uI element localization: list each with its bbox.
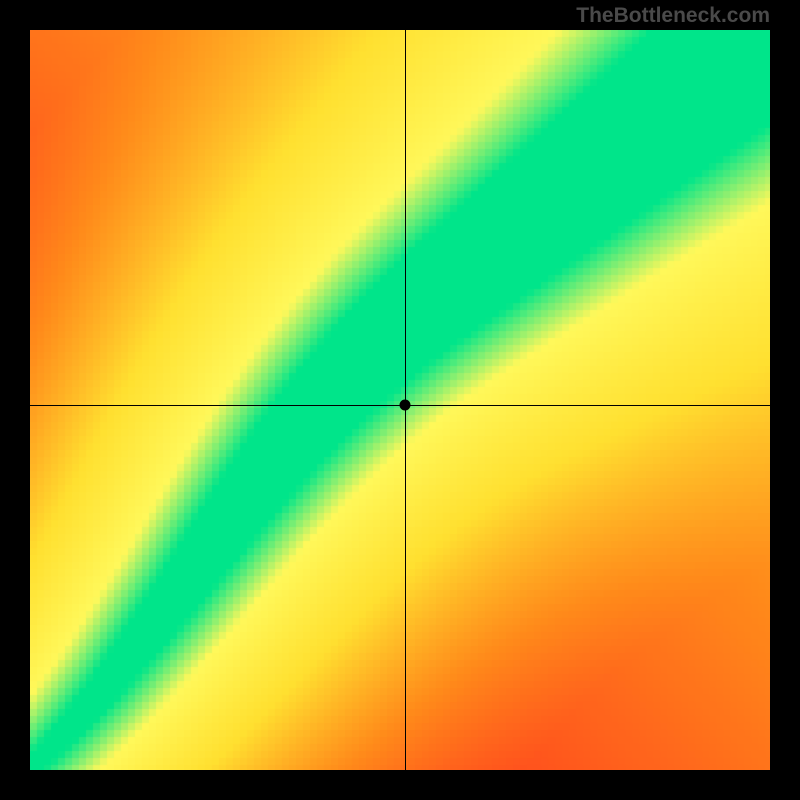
intersection-marker xyxy=(400,400,411,411)
plot-area xyxy=(30,30,770,770)
heatmap-canvas xyxy=(30,30,770,770)
watermark-text: TheBottleneck.com xyxy=(576,4,770,28)
